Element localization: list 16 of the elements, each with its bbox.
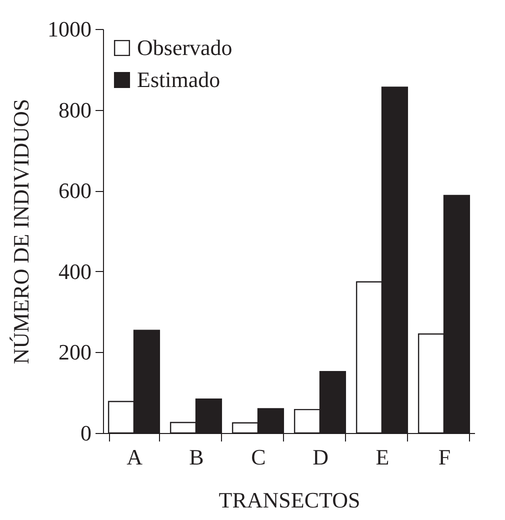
legend-label: Observado (137, 35, 232, 60)
x-tick-label: F (438, 444, 451, 470)
y-tick-label: 200 (58, 340, 92, 365)
x-axis-title: TRANSECTOS (218, 488, 360, 512)
x-tick-label: D (312, 444, 328, 470)
legend-label: Estimado (137, 67, 220, 92)
x-tick-label: E (376, 444, 390, 470)
y-tick-label: 400 (58, 258, 92, 284)
x-tick-label: C (251, 444, 266, 470)
y-axis-title: NÚMERO DE INDIVIDUOS (8, 98, 34, 364)
y-tick-label: 1000 (48, 16, 92, 42)
x-tick-label: A (126, 444, 143, 470)
y-tick-label: 0 (80, 420, 92, 446)
y-tick-label: 600 (58, 178, 92, 204)
x-tick-label: B (189, 444, 204, 470)
y-tick-label: 800 (58, 97, 92, 122)
